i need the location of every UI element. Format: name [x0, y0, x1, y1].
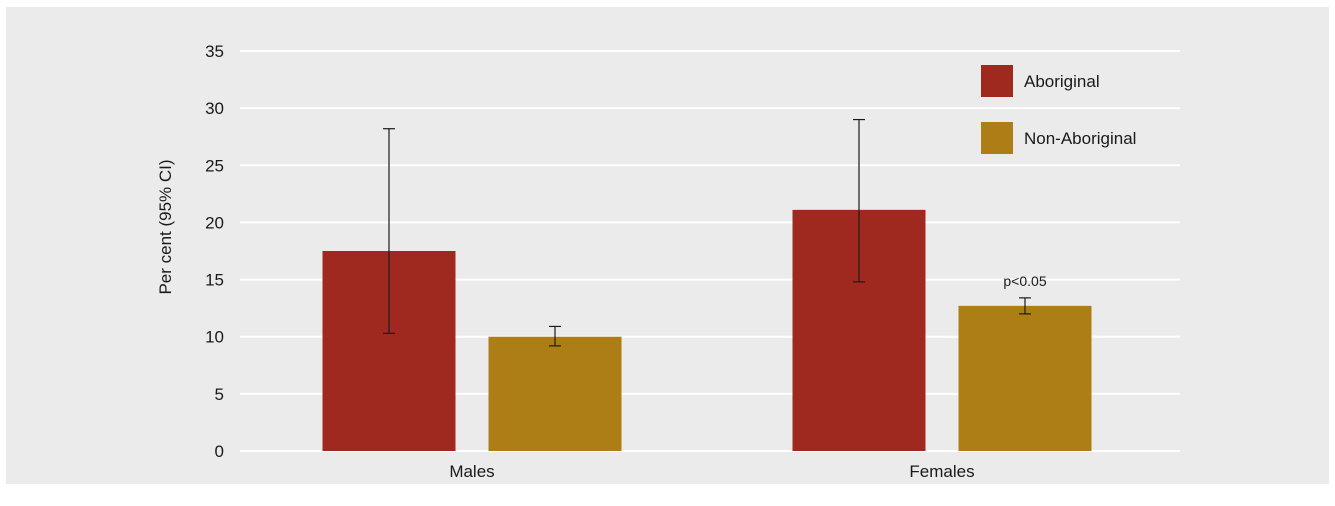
- y-tick-label: 5: [215, 385, 224, 404]
- y-tick-label: 30: [205, 99, 224, 118]
- legend-swatch: [981, 122, 1013, 154]
- category-label: Females: [909, 462, 974, 481]
- error-bars: [383, 118, 1031, 347]
- legend-swatch: [981, 65, 1013, 97]
- chart-panel: 0 5 10 15 20 25 30 35 Males Females p<0.05 Abori…: [6, 7, 1329, 484]
- bar-non-aboriginal-females: [958, 305, 1092, 451]
- y-axis-ticks: 0 5 10 15 20 25 30 35: [205, 42, 224, 461]
- legend: Aboriginal Non-Aboriginal: [981, 65, 1136, 154]
- bars: [322, 209, 1092, 451]
- bar-chart: 0 5 10 15 20 25 30 35 Males Females p<0.05 Abori…: [156, 42, 1180, 481]
- bar-non-aboriginal-males: [488, 336, 622, 451]
- y-tick-label: 35: [205, 42, 224, 61]
- y-tick-label: 25: [205, 156, 224, 175]
- significance-annotation: p<0.05: [1003, 273, 1046, 289]
- category-label: Males: [449, 462, 494, 481]
- y-tick-label: 15: [205, 271, 224, 290]
- legend-label: Non-Aboriginal: [1024, 129, 1136, 148]
- annotations: p<0.05: [1003, 273, 1046, 289]
- y-tick-label: 10: [205, 328, 224, 347]
- y-axis-label: Per cent (95% CI): [156, 159, 175, 294]
- legend-label: Aboriginal: [1024, 72, 1100, 91]
- y-tick-label: 20: [205, 213, 224, 232]
- x-axis-categories: Males Females: [449, 462, 974, 481]
- y-tick-label: 0: [215, 442, 224, 461]
